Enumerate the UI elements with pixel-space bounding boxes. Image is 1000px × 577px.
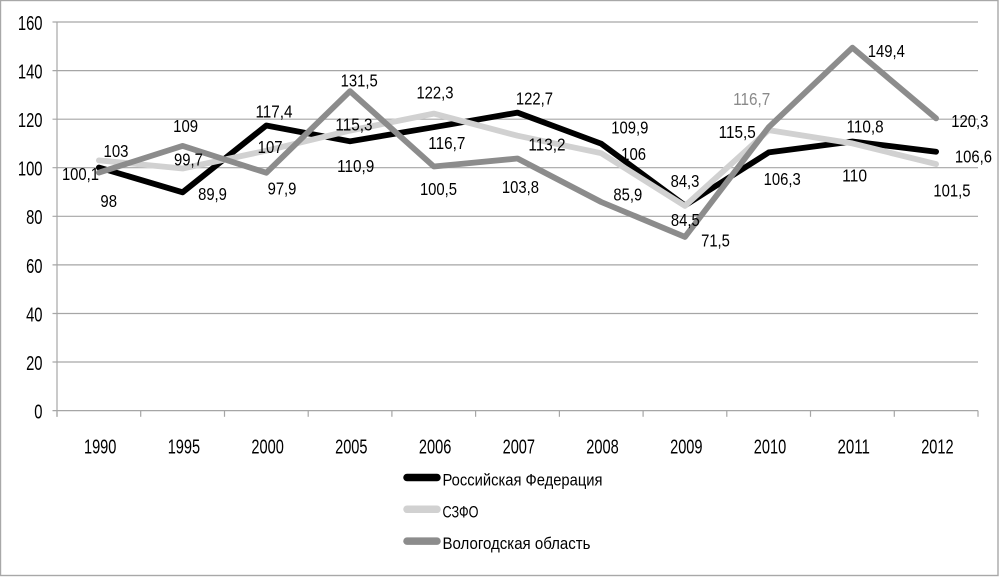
svg-text:106,6: 106,6 [955, 147, 992, 167]
svg-text:20: 20 [26, 353, 42, 375]
svg-text:98: 98 [100, 191, 117, 211]
svg-text:110: 110 [842, 166, 867, 186]
svg-text:0: 0 [34, 402, 42, 424]
svg-text:149,4: 149,4 [868, 41, 905, 61]
svg-text:101,5: 101,5 [933, 181, 970, 201]
svg-text:140: 140 [18, 62, 43, 84]
svg-text:40: 40 [26, 304, 42, 326]
svg-text:116,7: 116,7 [428, 133, 465, 153]
svg-text:2005: 2005 [335, 436, 367, 458]
svg-text:109,9: 109,9 [611, 118, 648, 138]
svg-text:100: 100 [18, 159, 43, 181]
svg-text:106,3: 106,3 [764, 169, 801, 189]
svg-text:120,3: 120,3 [951, 111, 988, 131]
svg-text:2007: 2007 [503, 436, 535, 458]
svg-text:71,5: 71,5 [701, 231, 730, 251]
svg-text:103,8: 103,8 [502, 177, 539, 197]
svg-text:84,5: 84,5 [671, 210, 700, 230]
svg-text:60: 60 [26, 256, 42, 278]
svg-text:СЗФО: СЗФО [443, 502, 479, 521]
svg-text:99,7: 99,7 [174, 150, 203, 170]
svg-text:107: 107 [258, 137, 283, 157]
svg-text:2000: 2000 [251, 436, 283, 458]
svg-text:122,7: 122,7 [516, 88, 553, 108]
svg-text:115,3: 115,3 [335, 115, 372, 135]
svg-text:122,3: 122,3 [416, 82, 453, 102]
svg-text:110,8: 110,8 [847, 116, 884, 136]
svg-text:160: 160 [18, 13, 43, 35]
svg-text:Вологодская область: Вологодская область [443, 534, 591, 553]
svg-text:109: 109 [173, 116, 198, 136]
svg-text:97,9: 97,9 [268, 179, 297, 199]
svg-text:106: 106 [621, 144, 646, 164]
svg-text:2011: 2011 [838, 436, 870, 458]
svg-text:2009: 2009 [670, 436, 702, 458]
svg-text:2008: 2008 [586, 436, 618, 458]
svg-text:1995: 1995 [168, 436, 200, 458]
svg-text:103: 103 [104, 141, 129, 161]
svg-text:100,1: 100,1 [62, 164, 99, 184]
svg-text:115,5: 115,5 [719, 122, 756, 142]
svg-text:110,9: 110,9 [337, 156, 374, 176]
svg-text:85,9: 85,9 [613, 185, 642, 205]
svg-text:131,5: 131,5 [341, 71, 378, 91]
svg-text:2012: 2012 [921, 436, 953, 458]
svg-text:120: 120 [18, 110, 43, 132]
svg-text:116,7: 116,7 [733, 89, 770, 109]
svg-text:100,5: 100,5 [420, 179, 457, 199]
svg-text:2006: 2006 [419, 436, 451, 458]
svg-text:113,2: 113,2 [528, 135, 565, 155]
svg-text:117,4: 117,4 [255, 101, 292, 121]
svg-text:Российская Федерация: Российская Федерация [443, 471, 603, 490]
svg-text:84,3: 84,3 [671, 171, 700, 191]
svg-text:89,9: 89,9 [198, 184, 227, 204]
svg-text:2010: 2010 [754, 436, 786, 458]
svg-text:1990: 1990 [84, 436, 116, 458]
svg-text:80: 80 [26, 207, 42, 229]
